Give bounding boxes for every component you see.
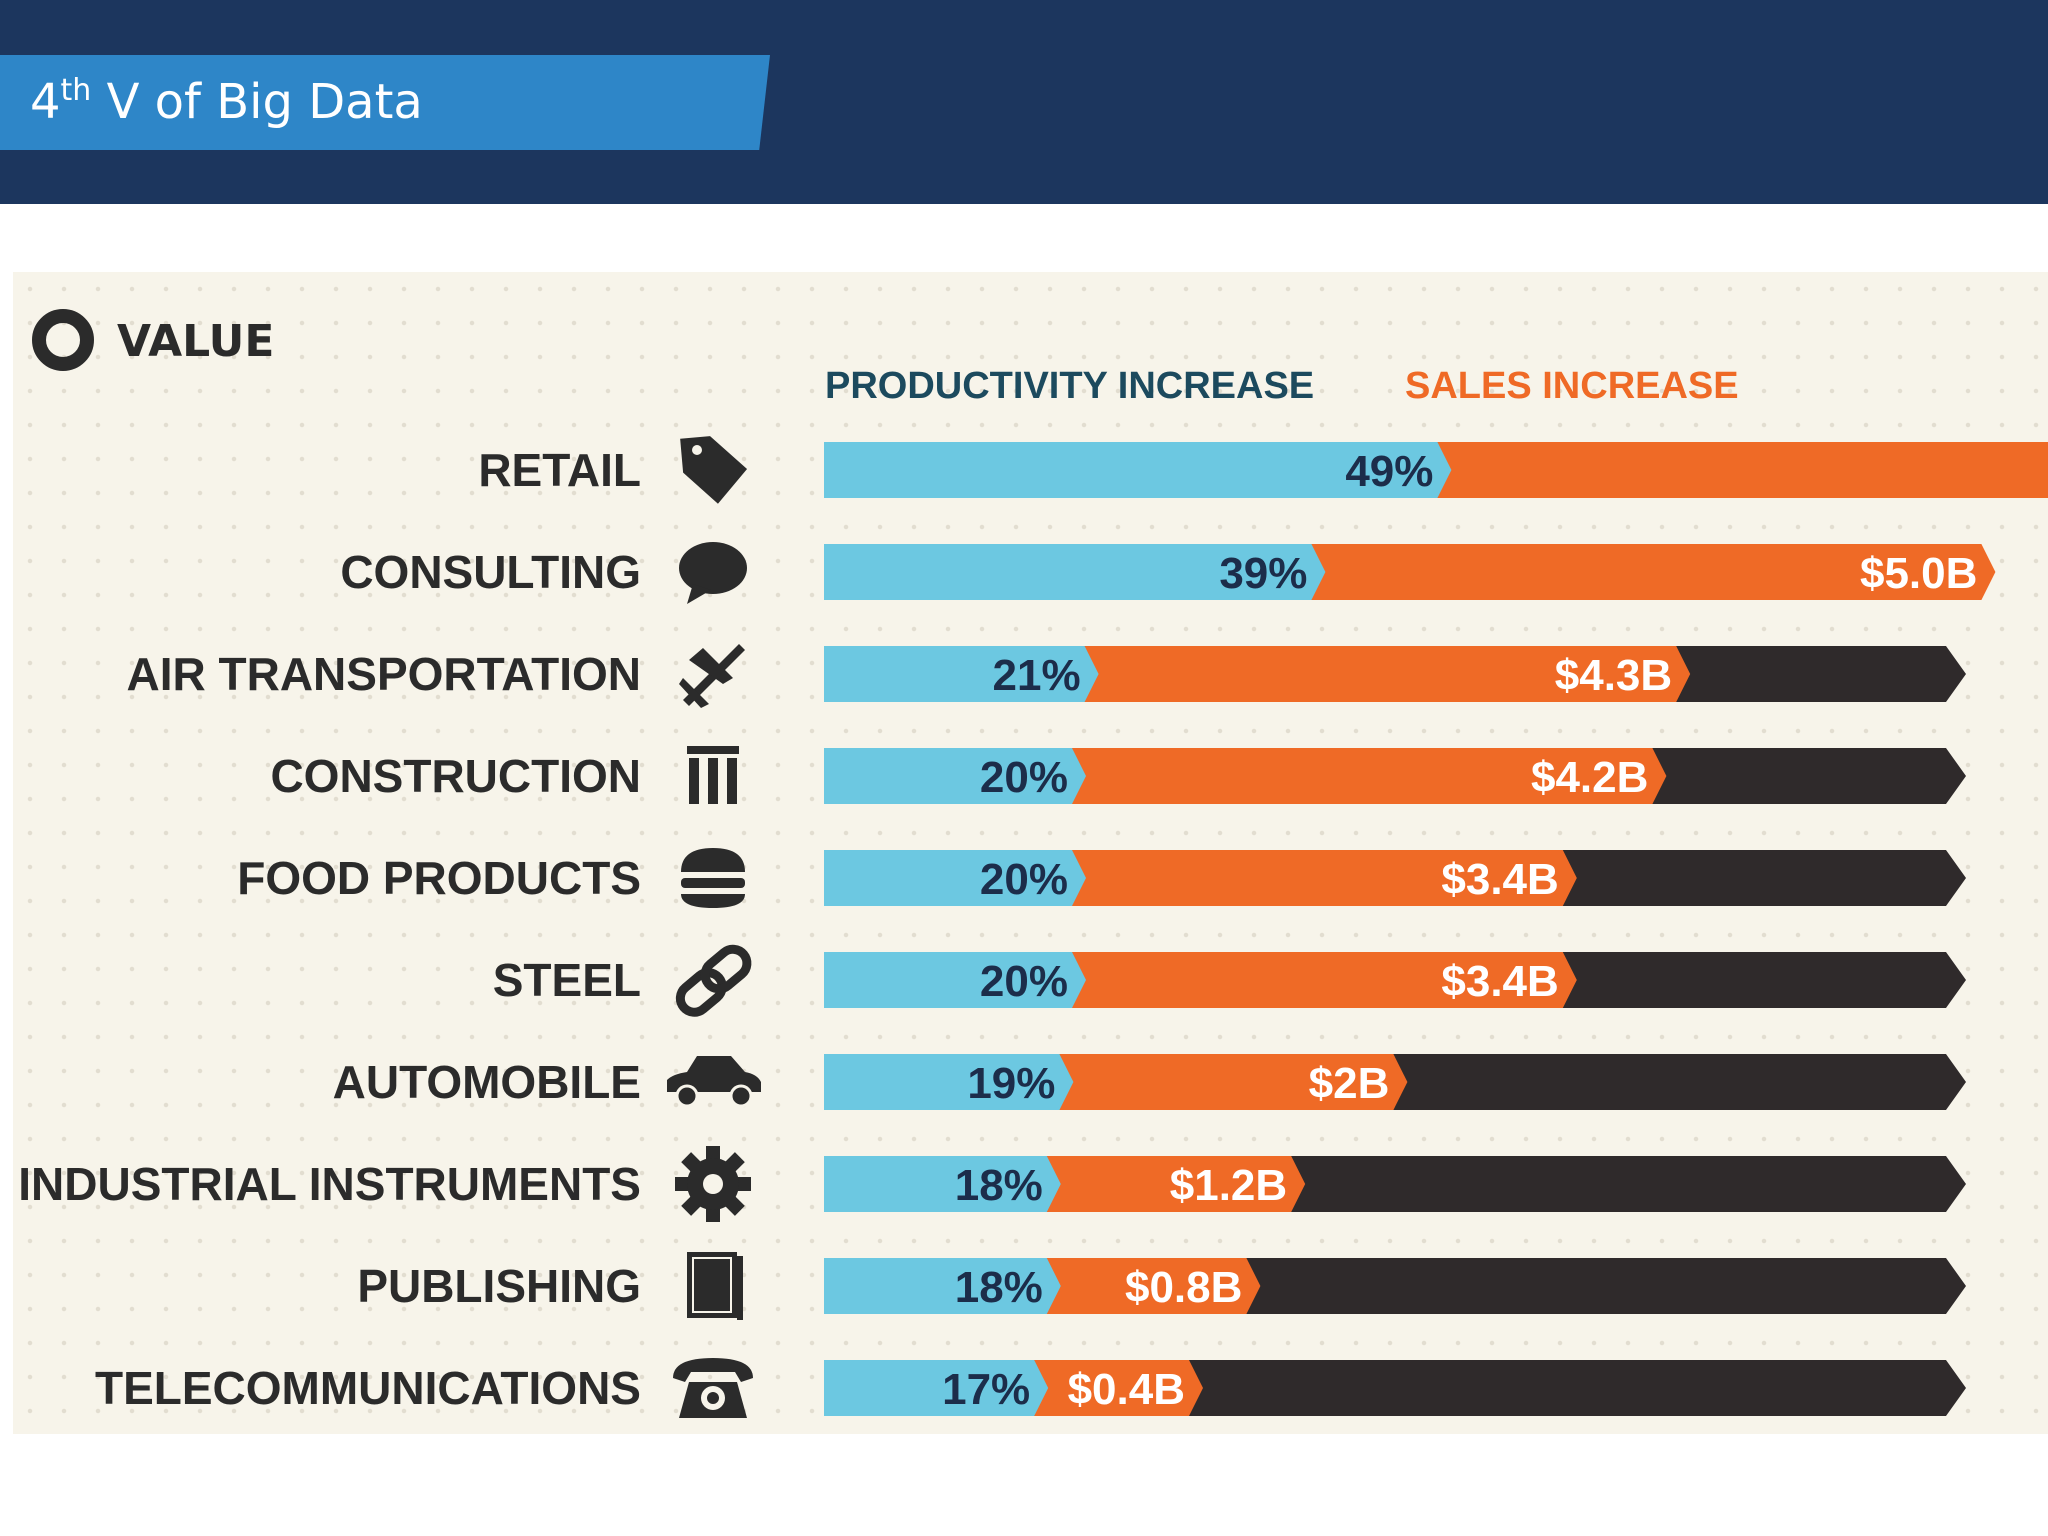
car-icon bbox=[667, 1056, 761, 1108]
category-label: TELECOMMUNICATIONS bbox=[95, 1362, 641, 1414]
chain-link-icon bbox=[675, 944, 752, 1017]
bar-sales-increase bbox=[1046, 1156, 1306, 1212]
price-tag-icon bbox=[680, 436, 748, 504]
category-label: PUBLISHING bbox=[357, 1260, 641, 1312]
category-label: RETAIL bbox=[478, 444, 641, 496]
value-circle-icon bbox=[32, 309, 94, 371]
category-label: STEEL bbox=[493, 954, 641, 1006]
bar-productivity-increase bbox=[824, 952, 1086, 1008]
productivity-value-label: 18% bbox=[955, 1161, 1043, 1210]
bar-sales-increase bbox=[1059, 1054, 1408, 1110]
sales-value-label: $4.2B bbox=[1531, 753, 1648, 802]
bar-sales-increase bbox=[1072, 748, 1667, 804]
productivity-value-label: 21% bbox=[993, 651, 1081, 700]
bar-sales-increase bbox=[1034, 1360, 1203, 1416]
sales-value-label: $3.4B bbox=[1441, 855, 1558, 904]
sales-value-label: $2B bbox=[1309, 1059, 1390, 1108]
sales-value-label: $4.3B bbox=[1555, 651, 1672, 700]
category-label: INDUSTRIAL INSTRUMENTS bbox=[18, 1158, 641, 1210]
slide-title-superscript: th bbox=[60, 73, 92, 108]
sales-value-label: $5.0B bbox=[1860, 549, 1977, 598]
bar-productivity-increase bbox=[824, 748, 1086, 804]
chart-title: VALUE bbox=[117, 316, 274, 367]
bar-productivity-increase bbox=[824, 646, 1099, 702]
title-band bbox=[0, 55, 770, 150]
productivity-value-label: 17% bbox=[942, 1365, 1030, 1414]
productivity-value-label: 18% bbox=[955, 1263, 1043, 1312]
bar-sales-increase bbox=[1072, 850, 1577, 906]
bar-productivity-increase bbox=[824, 1258, 1061, 1314]
legend-sales: SALES INCREASE bbox=[1405, 365, 1739, 407]
gear-icon bbox=[675, 1146, 751, 1222]
bar-sales-increase bbox=[1072, 952, 1577, 1008]
productivity-value-label: 19% bbox=[967, 1059, 1055, 1108]
value-infographic: VALUE PRODUCTIVITY INCREASE SALES INCREA… bbox=[13, 272, 2048, 1434]
book-icon bbox=[687, 1252, 743, 1320]
category-label: AIR TRANSPORTATION bbox=[127, 648, 642, 700]
sales-value-label: $3.4B bbox=[1441, 957, 1558, 1006]
value-heading-group: VALUE bbox=[32, 309, 274, 371]
bar-productivity-increase bbox=[824, 544, 1326, 600]
airplane-icon bbox=[679, 644, 745, 708]
telephone-icon bbox=[673, 1358, 753, 1418]
category-label: CONSULTING bbox=[340, 546, 641, 598]
bar-productivity-increase bbox=[824, 1360, 1049, 1416]
category-label: FOOD PRODUCTS bbox=[237, 852, 641, 904]
bar-sales-increase bbox=[1084, 646, 1691, 702]
legend-productivity: PRODUCTIVITY INCREASE bbox=[825, 365, 1314, 407]
burger-icon bbox=[681, 848, 745, 908]
value-chart: VALUE PRODUCTIVITY INCREASE SALES INCREA… bbox=[18, 309, 2048, 1418]
productivity-value-label: 49% bbox=[1345, 447, 1433, 496]
productivity-value-label: 20% bbox=[980, 957, 1068, 1006]
bar-sales-increase bbox=[1437, 442, 2048, 498]
sales-value-label: $0.8B bbox=[1125, 1263, 1242, 1312]
bar-productivity-increase bbox=[824, 442, 1452, 498]
productivity-value-label: 39% bbox=[1219, 549, 1307, 598]
category-label: CONSTRUCTION bbox=[270, 750, 641, 802]
sales-value-label: $1.2B bbox=[1170, 1161, 1287, 1210]
productivity-value-label: 20% bbox=[980, 855, 1068, 904]
bar-sales-increase bbox=[1311, 544, 1996, 600]
bar-productivity-increase bbox=[824, 850, 1086, 906]
columns-icon bbox=[687, 746, 739, 804]
speech-bubble-icon bbox=[679, 542, 747, 604]
slide-title: 4th V of Big Data bbox=[30, 70, 423, 134]
icons-layer bbox=[667, 436, 761, 1418]
bar-productivity-increase bbox=[824, 1156, 1061, 1212]
slide-title-rest: V of Big Data bbox=[91, 74, 423, 130]
slide-title-number: 4 bbox=[30, 74, 61, 130]
productivity-value-label: 20% bbox=[980, 753, 1068, 802]
category-label: AUTOMOBILE bbox=[333, 1056, 641, 1108]
sales-value-label: $0.4B bbox=[1068, 1365, 1185, 1414]
bar-sales-increase bbox=[1046, 1258, 1261, 1314]
bar-productivity-increase bbox=[824, 1054, 1074, 1110]
